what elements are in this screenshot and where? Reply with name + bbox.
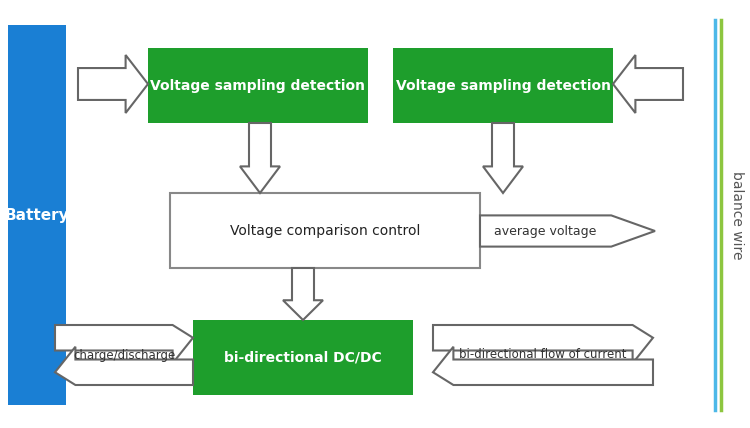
Polygon shape xyxy=(55,325,193,363)
Text: average voltage: average voltage xyxy=(494,225,597,238)
Text: Battery: Battery xyxy=(4,208,69,223)
Polygon shape xyxy=(433,325,653,363)
FancyBboxPatch shape xyxy=(393,48,613,123)
Polygon shape xyxy=(240,123,280,193)
Polygon shape xyxy=(283,268,323,320)
FancyBboxPatch shape xyxy=(148,48,368,123)
Text: Voltage sampling detection: Voltage sampling detection xyxy=(395,78,610,92)
Polygon shape xyxy=(78,55,148,113)
Text: charge/discharge: charge/discharge xyxy=(73,348,175,362)
FancyBboxPatch shape xyxy=(170,193,480,268)
Text: Voltage sampling detection: Voltage sampling detection xyxy=(151,78,365,92)
Polygon shape xyxy=(483,123,523,193)
Polygon shape xyxy=(55,347,193,385)
Text: balance wire: balance wire xyxy=(730,171,744,259)
Polygon shape xyxy=(433,347,653,385)
Text: bi-directional DC/DC: bi-directional DC/DC xyxy=(224,351,382,365)
Text: Voltage comparison control: Voltage comparison control xyxy=(230,223,420,238)
FancyBboxPatch shape xyxy=(8,25,66,405)
Text: bi-directional flow of current: bi-directional flow of current xyxy=(459,348,627,362)
FancyBboxPatch shape xyxy=(193,320,413,395)
Polygon shape xyxy=(613,55,683,113)
Polygon shape xyxy=(480,215,655,247)
